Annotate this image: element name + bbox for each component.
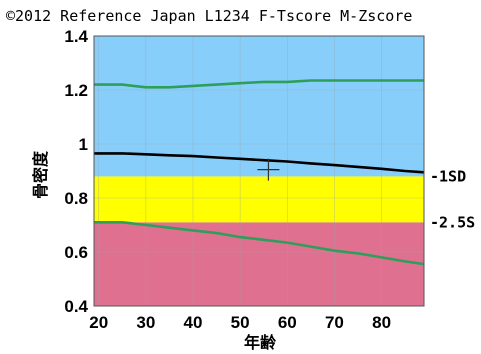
x-axis-ticks: 20 30 40 50 60 70 80 xyxy=(89,313,391,332)
x-tick-label-70: 70 xyxy=(325,313,344,332)
band-1 xyxy=(94,176,424,223)
x-tick-label-80: 80 xyxy=(372,313,391,332)
x-tick-label-50: 50 xyxy=(231,313,250,332)
y-tick-label-0.6: 0.6 xyxy=(64,243,88,262)
side-label-0: -1SD xyxy=(430,167,466,185)
y-axis-ticks: 0.4 0.6 0.8 1 1.2 1.4 xyxy=(64,27,88,316)
y-tick-label-0.8: 0.8 xyxy=(64,189,88,208)
y-tick-label-1: 1 xyxy=(79,135,88,154)
series-lines xyxy=(94,79,425,266)
x-tick-label-30: 30 xyxy=(136,313,155,332)
series-line-1 xyxy=(94,152,425,174)
band-2 xyxy=(94,36,424,177)
x-axis-label: 年齢 xyxy=(244,333,277,352)
x-tick-label-60: 60 xyxy=(278,313,297,332)
plot-frame xyxy=(93,35,425,307)
x-tick-label-20: 20 xyxy=(89,313,108,332)
series-line-0 xyxy=(94,79,424,89)
y-axis-label: 骨密度 xyxy=(31,150,50,199)
series-line-2 xyxy=(94,221,425,266)
background-bands xyxy=(94,36,424,306)
side-labels: -1SD -2.5S xyxy=(430,167,475,231)
crosshair-marker xyxy=(257,158,280,181)
y-tick-label-0.4: 0.4 xyxy=(64,297,88,316)
y-tick-label-1.2: 1.2 xyxy=(64,81,88,100)
chart-title: ©2012 Reference Japan L1234 F-Tscore M-Z… xyxy=(6,7,412,25)
y-tick-label-1.4: 1.4 xyxy=(64,27,88,46)
band-0 xyxy=(94,222,424,306)
side-label-1: -2.5S xyxy=(430,213,475,231)
x-tick-label-40: 40 xyxy=(184,313,203,332)
